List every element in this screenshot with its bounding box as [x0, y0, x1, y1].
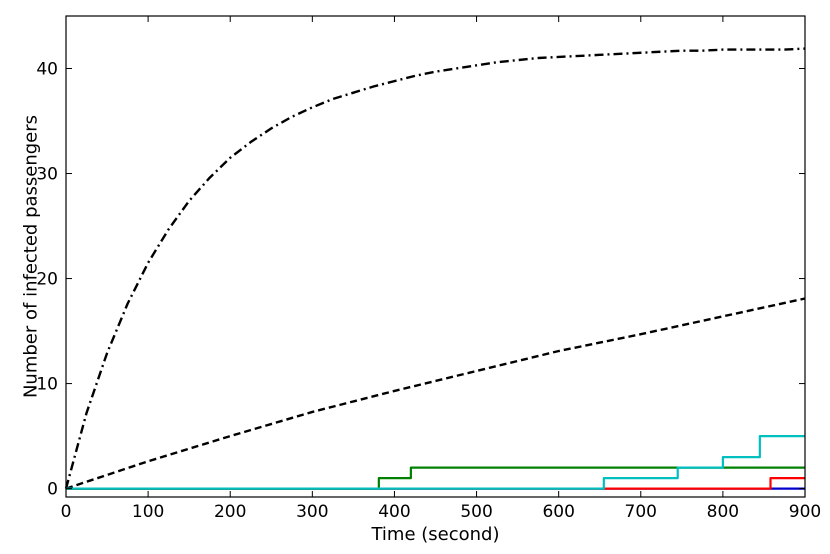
series-line-5 — [66, 466, 805, 490]
series-line-2 — [65, 297, 806, 490]
x-tick-label: 700 — [625, 502, 657, 522]
y-axis-label: Number of infected passengers — [20, 115, 41, 398]
series-layer — [64, 47, 806, 490]
tick-layer: 0 100 200 300 400 500 600 700 800 900 0 10 20 30 40 — [36, 16, 821, 522]
series-line-6 — [66, 434, 805, 490]
x-tick-label: 400 — [378, 502, 410, 522]
series-line-4 — [66, 477, 805, 490]
x-tick-label: 100 — [132, 502, 164, 522]
x-tick-label: 500 — [460, 502, 492, 522]
x-tick-label: 600 — [542, 502, 574, 522]
y-tick-label: 10 — [36, 375, 58, 395]
series-line-1 — [64, 47, 806, 489]
x-tick-label: 800 — [707, 502, 739, 522]
y-tick-label: 0 — [47, 480, 58, 500]
x-tick-label: 200 — [214, 502, 246, 522]
y-tick-label: 30 — [36, 165, 58, 185]
y-tick-label: 20 — [36, 270, 58, 290]
x-tick-label: 0 — [61, 502, 72, 522]
x-axis-label: Time (second) — [370, 524, 499, 545]
x-tick-label: 900 — [789, 502, 821, 522]
y-tick-label: 40 — [36, 60, 58, 80]
x-tick-label: 300 — [296, 502, 328, 522]
plot-frame — [65, 15, 806, 498]
